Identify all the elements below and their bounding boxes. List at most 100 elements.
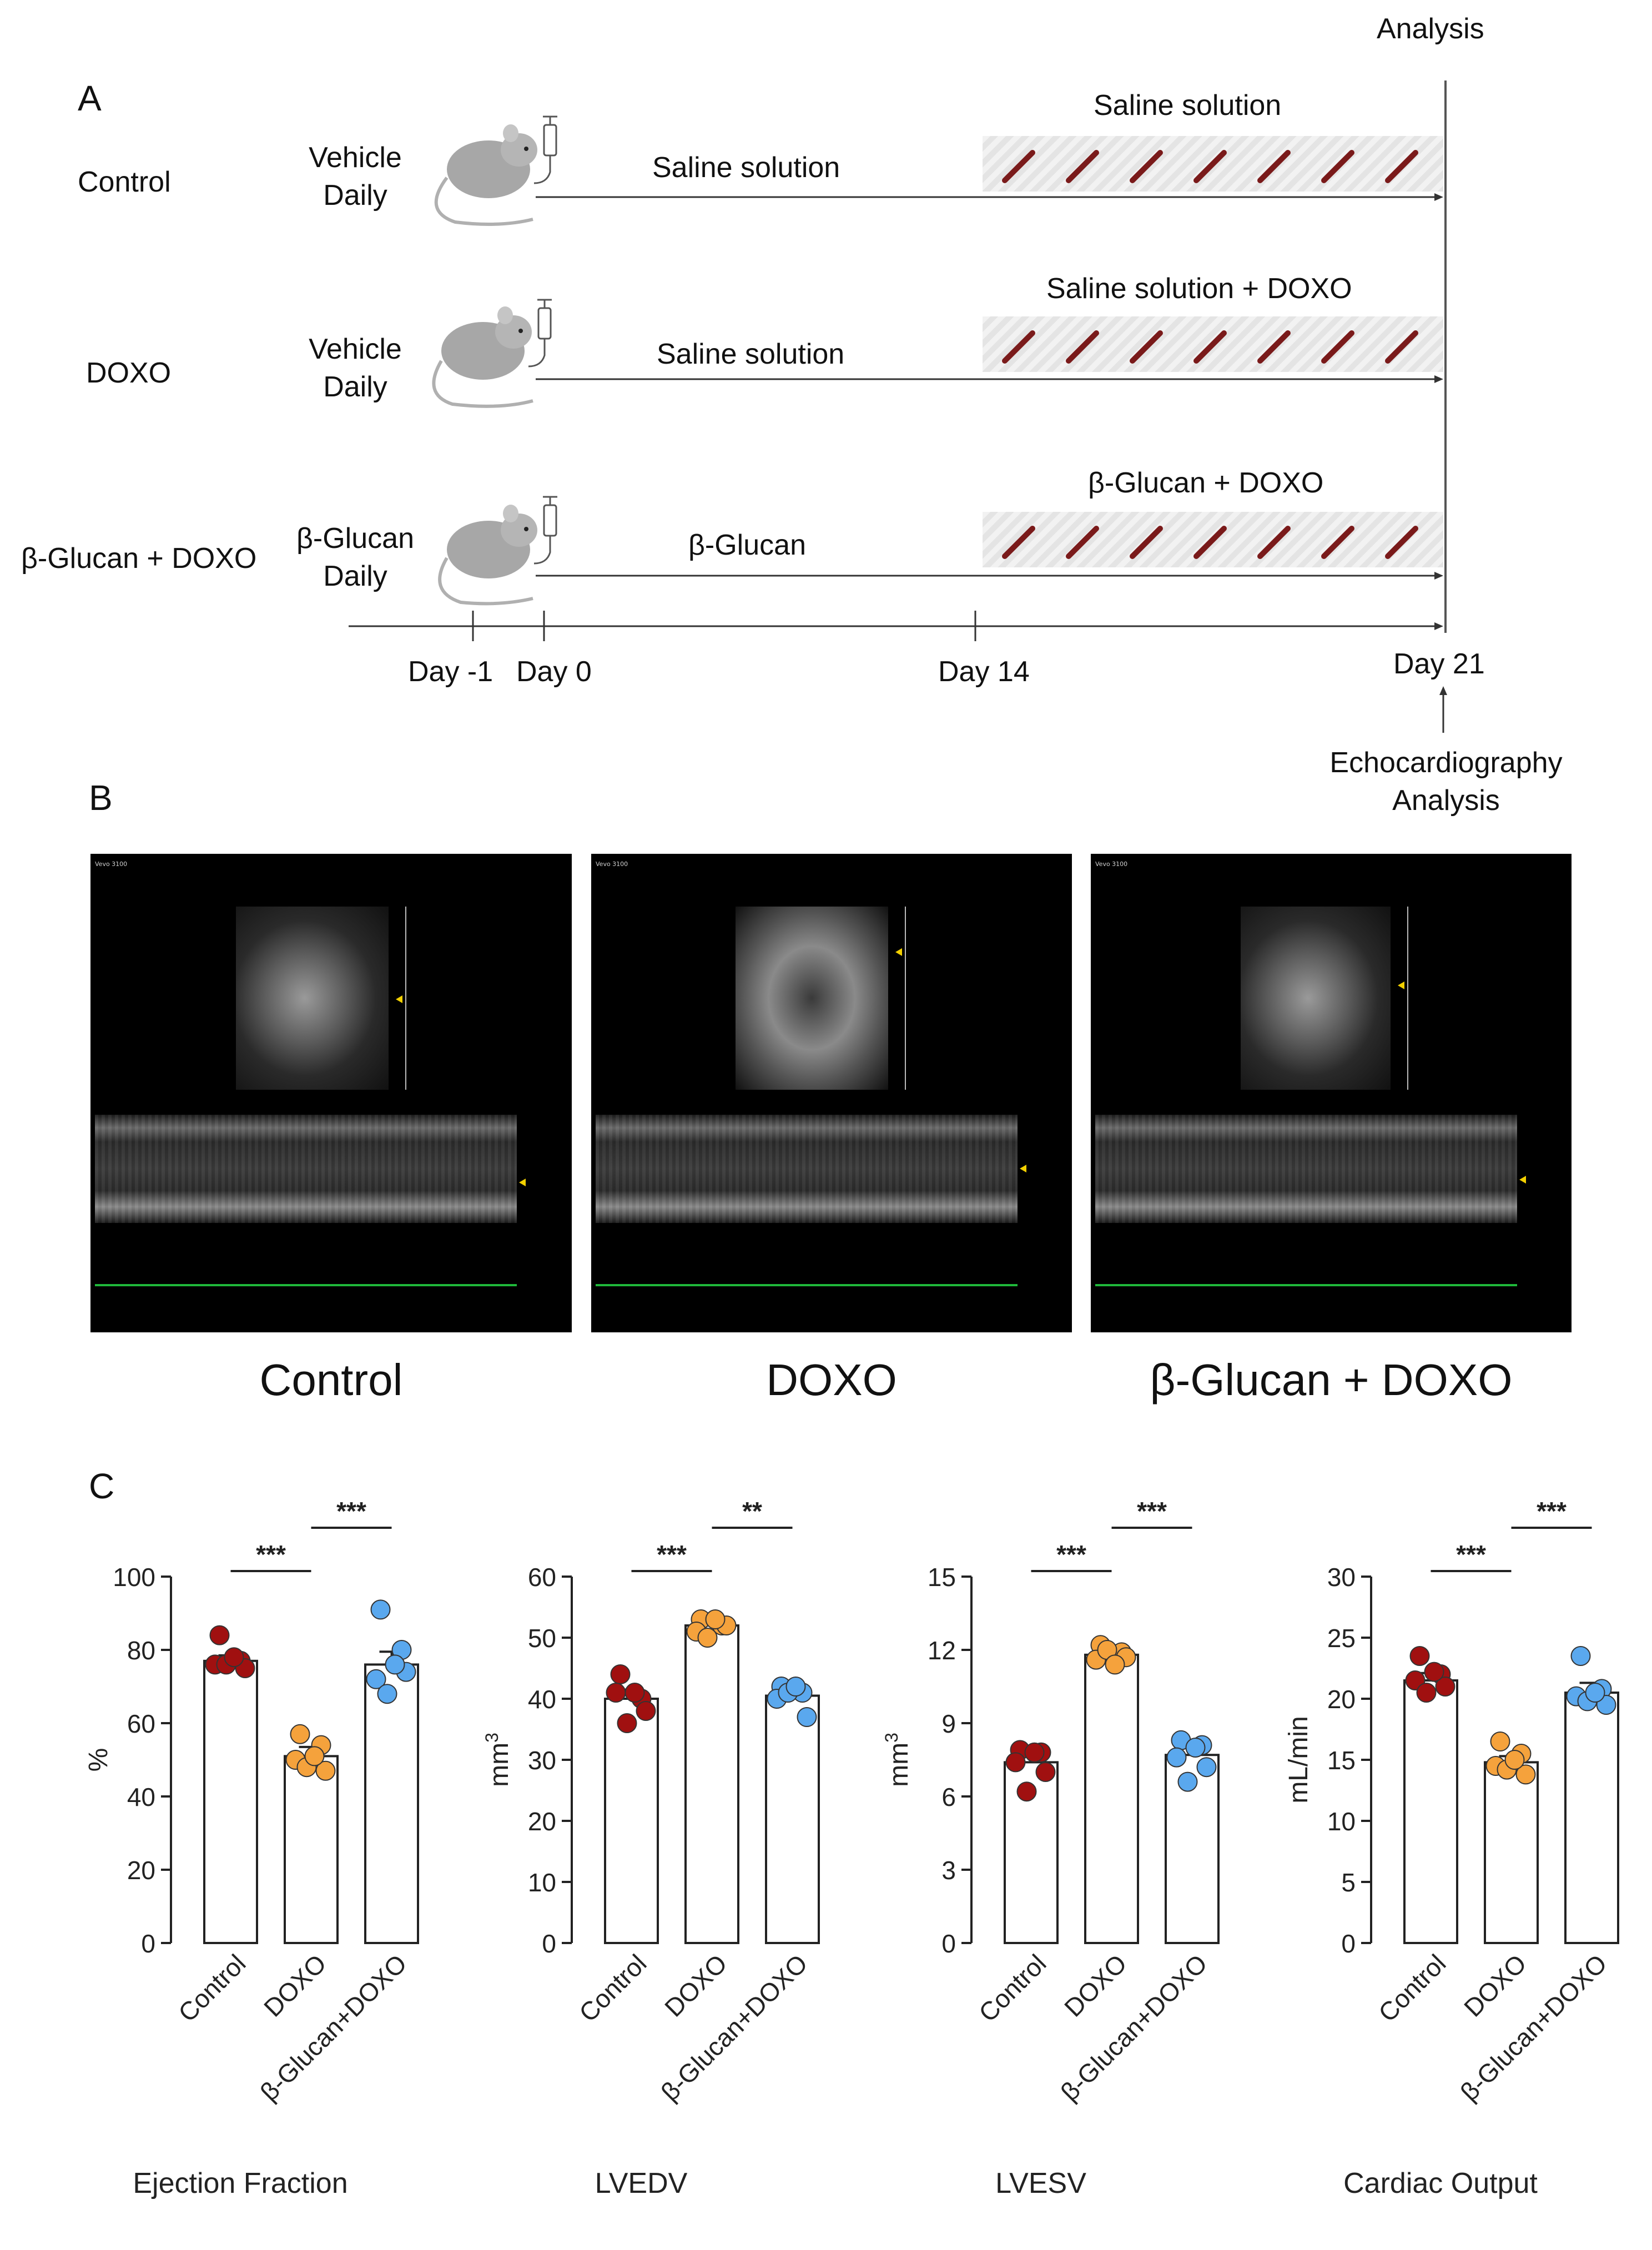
significance-label: ***: [1056, 1540, 1086, 1569]
data-point: [1196, 1757, 1217, 1778]
y-tick-label: 40: [528, 1685, 556, 1714]
echo-caption-doxo: DOXO: [766, 1355, 897, 1405]
data-point: [370, 1599, 391, 1620]
echo-image-doxo: Vevo 3100: [591, 854, 1072, 1332]
pretreat-label-control: Saline solution: [652, 152, 840, 184]
data-point: [1504, 1750, 1525, 1770]
panel-b-letter: B: [89, 778, 113, 818]
y-tick-label: 20: [528, 1807, 556, 1836]
significance-label: ***: [336, 1499, 366, 1526]
panel-c-letter: C: [89, 1466, 115, 1506]
day-label: Day 14: [938, 656, 1030, 688]
data-point: [1570, 1646, 1591, 1666]
x-tick-label: Control: [973, 1949, 1052, 2027]
significance-label: ***: [1456, 1540, 1486, 1569]
y-tick-label: 5: [1341, 1868, 1356, 1897]
significance-label: ***: [256, 1540, 286, 1569]
pretreat-label-glucan: β-Glucan: [688, 529, 806, 561]
y-tick-label: 80: [127, 1636, 155, 1665]
y-axis-label: mm3: [482, 1733, 514, 1787]
data-point: [617, 1713, 637, 1733]
day-label: Day 0: [516, 656, 592, 688]
chart-title: Ejection Fraction: [133, 2167, 347, 2199]
y-tick-label: 15: [928, 1563, 956, 1592]
y-tick-label: 9: [941, 1709, 956, 1738]
y-tick-label: 12: [928, 1636, 956, 1665]
group-name-control: Control: [78, 166, 171, 198]
y-tick-label: 25: [1327, 1624, 1356, 1653]
injection-tray-glucan: [983, 512, 1443, 567]
x-tick-label: DOXO: [258, 1949, 332, 2022]
y-tick-label: 10: [1327, 1807, 1356, 1836]
mouse-icon-3: [438, 496, 557, 606]
x-tick-label: Control: [573, 1949, 652, 2027]
y-tick-label: 100: [113, 1563, 155, 1592]
timeline-diagram: [349, 80, 1447, 733]
data-point: [1515, 1764, 1536, 1785]
x-tick-label: β-Glucan+DOXO: [1055, 1949, 1212, 2106]
echo-analysis-label: Echocardiography Analysis: [1329, 747, 1563, 817]
data-point: [705, 1609, 726, 1629]
phase2-label-glucan: β-Glucan + DOXO: [1088, 467, 1324, 499]
y-axis-label: mm3: [882, 1733, 914, 1787]
injection-tray-control: [983, 136, 1443, 192]
data-point: [224, 1647, 244, 1668]
data-point: [1177, 1771, 1198, 1792]
x-tick-label: DOXO: [659, 1949, 733, 2022]
data-point: [1409, 1646, 1430, 1666]
x-tick-label: β-Glucan+DOXO: [655, 1949, 813, 2106]
data-point: [1435, 1677, 1455, 1697]
y-tick-label: 3: [941, 1856, 956, 1885]
data-point: [697, 1628, 718, 1648]
significance-label: ***: [657, 1540, 687, 1569]
echo-image-glucan: Vevo 3100: [1091, 854, 1572, 1332]
bar: [284, 1755, 339, 1944]
y-tick-label: 60: [127, 1709, 155, 1738]
data-point: [785, 1677, 806, 1697]
panel-a-letter: A: [78, 78, 102, 118]
bar: [364, 1663, 419, 1944]
y-tick-label: 0: [1341, 1929, 1356, 1958]
bar: [1403, 1679, 1458, 1944]
injection-tray-doxo: [983, 316, 1443, 372]
data-point: [606, 1683, 626, 1703]
data-point: [610, 1664, 631, 1684]
bar: [203, 1659, 258, 1944]
data-point: [797, 1707, 817, 1727]
y-tick-label: 30: [1327, 1563, 1356, 1592]
y-tick-label: 0: [542, 1929, 556, 1958]
treatment-doxo: Vehicle Daily: [309, 333, 402, 403]
analysis-top-label: Analysis: [1377, 13, 1484, 45]
data-point: [209, 1625, 230, 1645]
data-point: [1035, 1762, 1056, 1782]
data-point: [636, 1701, 656, 1721]
chart-title: LVEDV: [595, 2167, 688, 2199]
device-label: Vevo 3100: [596, 860, 628, 868]
bar: [684, 1624, 739, 1944]
y-tick-label: 30: [528, 1746, 556, 1775]
bar: [604, 1698, 659, 1944]
chart-title: LVESV: [995, 2167, 1086, 2199]
data-point: [366, 1669, 386, 1689]
echo-image-control: Vevo 3100: [90, 854, 572, 1332]
bar: [765, 1694, 820, 1944]
y-tick-label: 15: [1327, 1746, 1356, 1775]
x-tick-label: β-Glucan+DOXO: [254, 1949, 412, 2106]
data-point: [1585, 1683, 1605, 1703]
day-label: Day -1: [408, 656, 493, 688]
y-tick-label: 0: [141, 1929, 155, 1958]
device-label: Vevo 3100: [1095, 860, 1128, 868]
x-tick-label: Control: [1373, 1949, 1452, 2027]
y-tick-label: 10: [528, 1868, 556, 1897]
mouse-icon-1: [434, 115, 557, 226]
pretreat-label-doxo: Saline solution: [657, 338, 845, 370]
data-point: [1416, 1683, 1437, 1703]
y-tick-label: 0: [941, 1929, 956, 1958]
y-axis-label: %: [84, 1748, 113, 1772]
echo-caption-control: Control: [259, 1355, 403, 1405]
treatment-glucan: β-Glucan Daily: [296, 522, 414, 592]
significance-label: ***: [1137, 1499, 1167, 1526]
y-tick-label: 20: [1327, 1685, 1356, 1714]
chart-title: Cardiac Output: [1343, 2167, 1538, 2199]
group-name-doxo: DOXO: [86, 357, 172, 389]
